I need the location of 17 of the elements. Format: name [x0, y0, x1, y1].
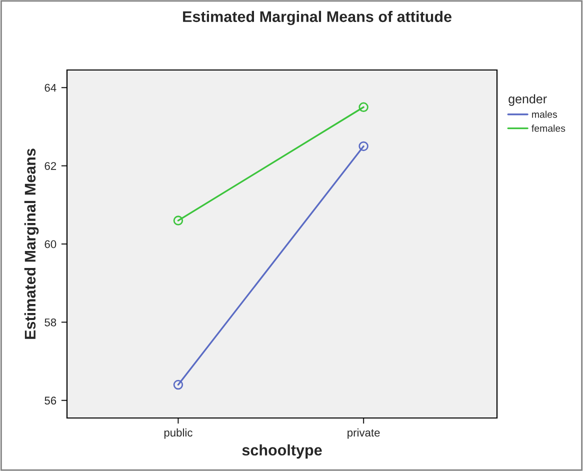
point: [173, 216, 184, 226]
point: [358, 141, 368, 152]
legend-label: females: [532, 124, 566, 132]
x-tick-label: public: [164, 428, 192, 439]
y-tick-label: 64: [44, 84, 56, 92]
chart-title: Estimated Marginal Means of attitude: [183, 10, 452, 26]
point: [173, 380, 184, 390]
y-tick-label: 56: [44, 396, 56, 405]
y-axis-title: Estimated Marginal Means: [24, 148, 39, 339]
y-tick-label: 62: [44, 162, 56, 170]
x-tick-label: private: [348, 428, 380, 439]
x-axis-title: schooltype: [242, 444, 322, 459]
legend-label: males: [532, 110, 558, 118]
y-tick-label: 58: [44, 318, 56, 326]
legend-title: gender: [508, 94, 547, 106]
point: [358, 102, 368, 112]
y-tick-label: 60: [44, 240, 56, 248]
